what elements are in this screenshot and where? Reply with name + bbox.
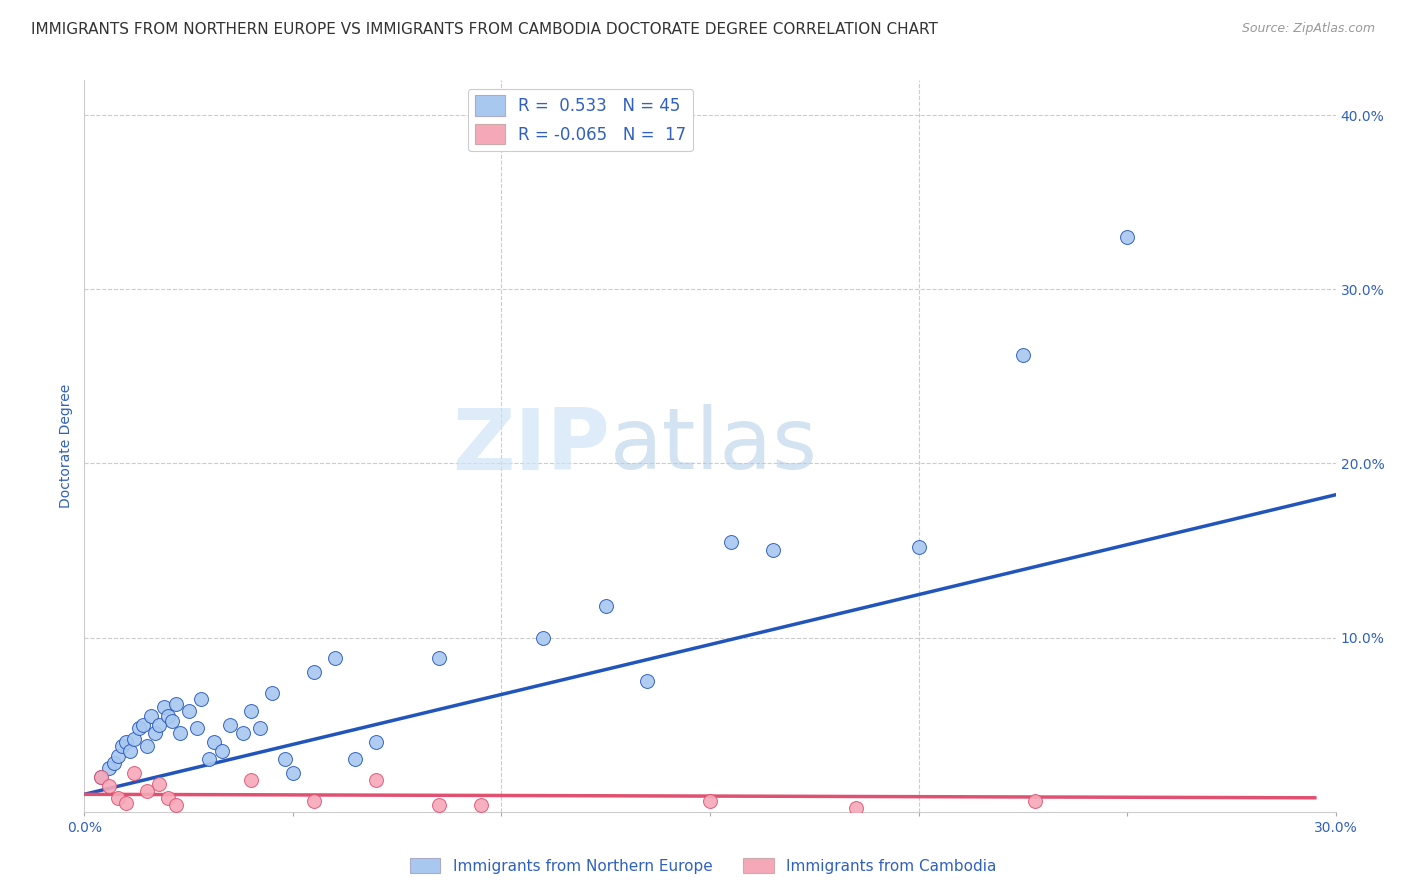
Text: atlas: atlas (610, 404, 818, 488)
Point (98, 779, 121, 793)
Point (136, 739, 159, 753)
Point (156, 790, 179, 805)
Point (107, 790, 129, 805)
Legend: R =  0.533   N = 45, R = -0.065   N =  17: R = 0.533 N = 45, R = -0.065 N = 17 (468, 88, 693, 151)
Point (90, 770, 112, 784)
Point (249, 721, 271, 735)
Point (202, 735, 225, 749)
Text: ZIP: ZIP (453, 404, 610, 488)
Point (190, 691, 212, 706)
Point (98, 761, 121, 775)
Point (219, 717, 242, 731)
Point (115, 796, 138, 810)
Point (1024, 794, 1046, 808)
Point (211, 744, 233, 758)
Point (1116, 230, 1139, 244)
Point (240, 704, 263, 718)
Point (198, 752, 221, 766)
Point (152, 700, 174, 714)
Point (148, 777, 170, 791)
Point (366, 735, 388, 749)
Point (762, 543, 785, 558)
Point (470, 797, 492, 812)
Point (427, 651, 450, 665)
Point (845, 801, 868, 815)
Point (139, 709, 162, 723)
Point (720, 534, 742, 549)
Point (281, 766, 304, 780)
Point (90, 770, 112, 784)
Point (302, 794, 325, 808)
Point (169, 726, 191, 740)
Point (531, 631, 554, 645)
Legend: Immigrants from Northern Europe, Immigrants from Cambodia: Immigrants from Northern Europe, Immigra… (404, 852, 1002, 880)
Point (143, 726, 166, 740)
Point (148, 717, 170, 731)
Point (107, 749, 129, 764)
Point (156, 709, 179, 723)
Point (165, 697, 187, 711)
Point (595, 599, 617, 614)
Point (302, 665, 325, 680)
Point (165, 797, 187, 812)
Point (124, 766, 146, 780)
Point (240, 773, 263, 788)
Y-axis label: Doctorate Degree: Doctorate Degree (59, 384, 73, 508)
Point (103, 756, 125, 770)
Point (273, 752, 295, 766)
Point (177, 704, 200, 718)
Point (232, 726, 254, 740)
Point (366, 773, 388, 788)
Point (907, 540, 929, 554)
Point (128, 721, 150, 735)
Point (344, 752, 367, 766)
Point (699, 794, 721, 808)
Point (124, 731, 146, 746)
Point (111, 739, 134, 753)
Text: Source: ZipAtlas.com: Source: ZipAtlas.com (1241, 22, 1375, 36)
Point (427, 797, 450, 812)
Point (262, 686, 284, 700)
Point (323, 651, 346, 665)
Point (160, 714, 183, 728)
Point (637, 674, 659, 689)
Point (132, 717, 155, 731)
Point (115, 735, 138, 749)
Point (1012, 348, 1035, 362)
Point (186, 721, 208, 735)
Point (136, 784, 159, 798)
Point (120, 744, 142, 758)
Text: IMMIGRANTS FROM NORTHERN EUROPE VS IMMIGRANTS FROM CAMBODIA DOCTORATE DEGREE COR: IMMIGRANTS FROM NORTHERN EUROPE VS IMMIG… (31, 22, 938, 37)
